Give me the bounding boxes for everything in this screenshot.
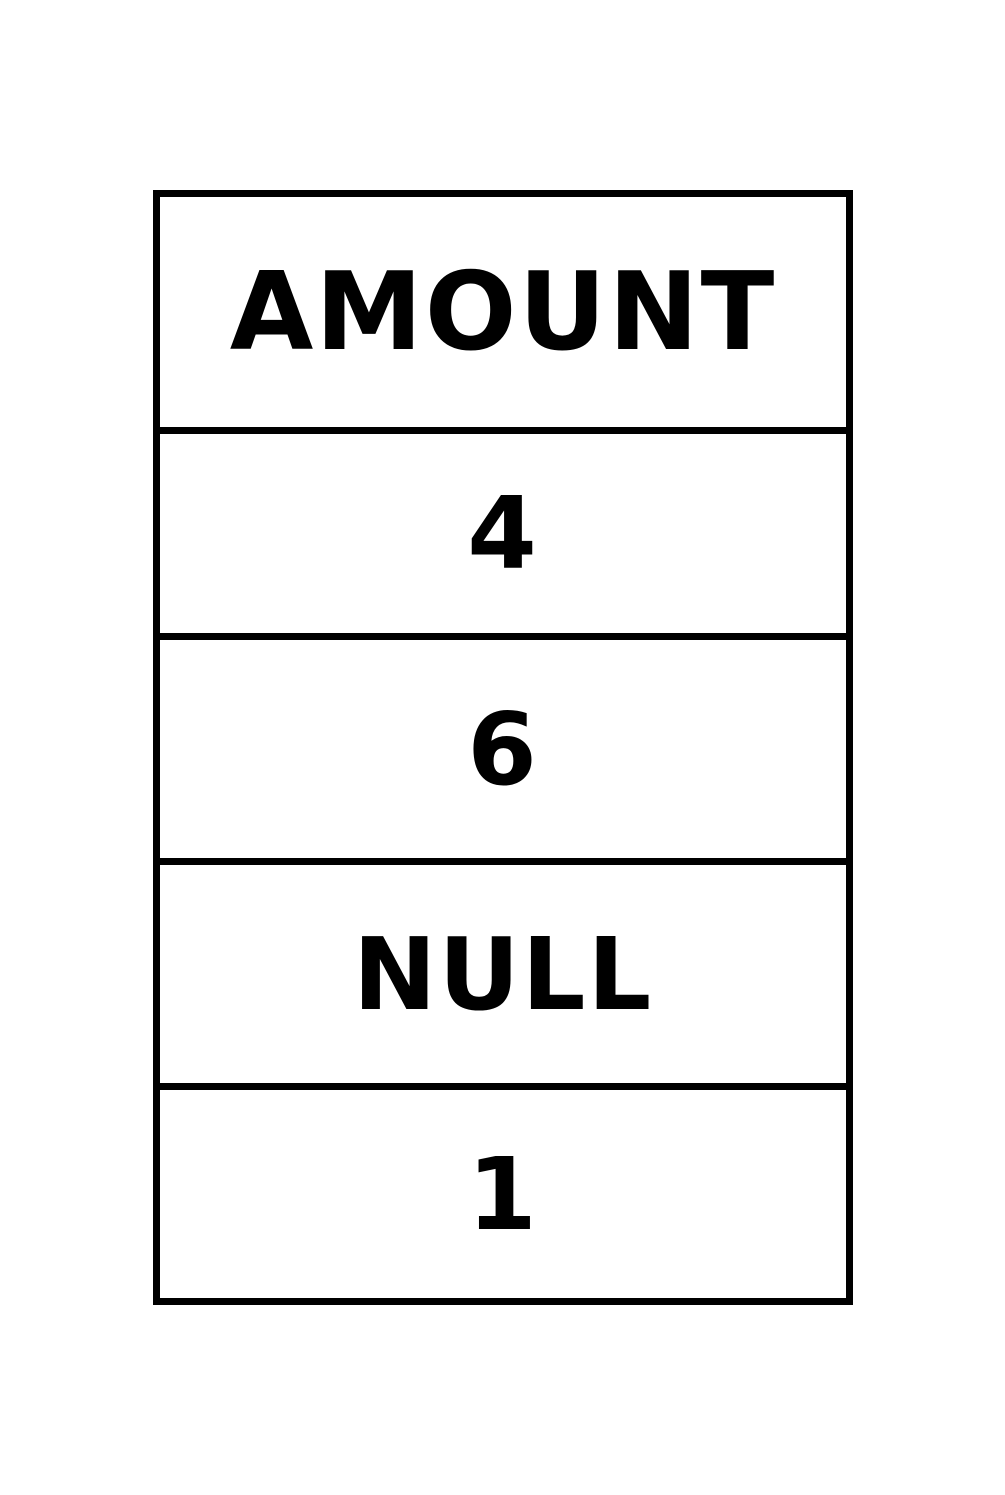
- table-cell: NULL: [160, 865, 846, 1090]
- table-cell: 6: [160, 640, 846, 865]
- table-cell: 1: [467, 1135, 539, 1253]
- table-cell: 4: [160, 434, 846, 640]
- amount-table: AMOUNT 4 6 NULL 1: [153, 190, 853, 1305]
- column-header-amount: AMOUNT: [160, 197, 846, 434]
